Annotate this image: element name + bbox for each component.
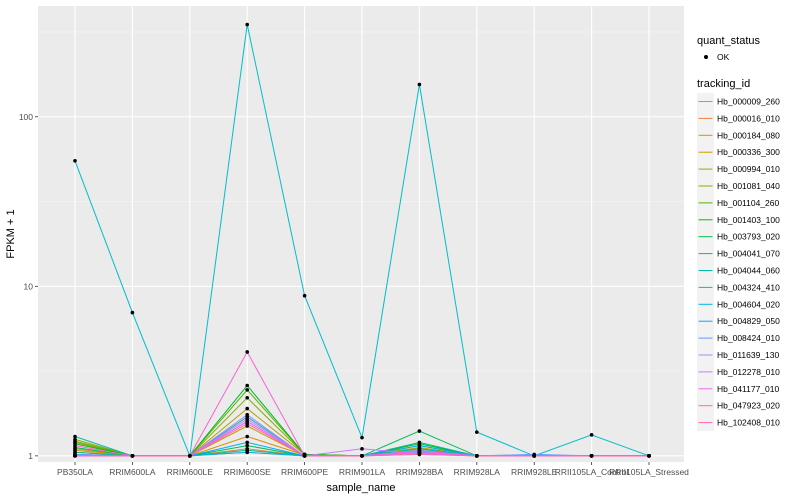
grid-minor (38, 31, 684, 372)
legend-label-Hb_008424_010: Hb_008424_010 (717, 333, 780, 343)
legend-label-Hb_047923_020: Hb_047923_020 (717, 401, 780, 411)
data-point (475, 454, 479, 458)
y-tick-label: 1 (28, 451, 33, 461)
legend-label-Hb_003793_020: Hb_003793_020 (717, 232, 780, 242)
legend-quant-status-title: quant_status (697, 35, 760, 47)
data-point (245, 388, 249, 392)
data-point (245, 421, 249, 426)
grid-major (38, 6, 684, 462)
y-tick-label: 10 (24, 281, 34, 291)
data-point (417, 82, 422, 87)
legend-label-Hb_011639_130: Hb_011639_130 (717, 350, 780, 360)
series-points (73, 22, 651, 458)
x-tick-label: RRIM928BA (396, 467, 444, 477)
data-point (130, 310, 135, 315)
legend-label-Hb_001403_100: Hb_001403_100 (717, 215, 780, 225)
x-tick-label: RRIM600PE (281, 467, 329, 477)
x-tick-label: RRIM600LE (167, 467, 214, 477)
data-point (245, 22, 249, 27)
legend-label-Hb_004044_060: Hb_004044_060 (717, 266, 780, 276)
x-axis: PB350LA RRIM600LA RRIM600LE RRIM600SE RRIM60… (57, 462, 689, 477)
x-tick-label: RRIM928LA (454, 467, 501, 477)
y-axis-title: FPKM + 1 (5, 209, 17, 258)
legend-label-Hb_000184_080: Hb_000184_080 (717, 130, 780, 140)
data-point (417, 452, 422, 457)
legend-point-key (704, 55, 708, 59)
data-point (245, 406, 249, 411)
data-point (245, 396, 249, 400)
x-tick-label: RRII105LA_Stressed (609, 467, 689, 477)
data-point (360, 447, 364, 451)
data-point (130, 454, 135, 458)
data-point (73, 454, 77, 458)
data-point (532, 454, 536, 458)
data-point (589, 433, 594, 437)
data-point (302, 293, 307, 298)
legend-items: Hb_000009_260 Hb_000016_010 Hb_000184_080 H… (697, 93, 780, 432)
legend-label-Hb_004041_070: Hb_004041_070 (717, 249, 780, 259)
legend-label-Hb_000009_260: Hb_000009_260 (717, 97, 780, 107)
data-point (647, 454, 651, 458)
data-point (245, 412, 249, 417)
data-point (417, 429, 422, 433)
legend-label-Hb_004829_050: Hb_004829_050 (717, 316, 780, 326)
legend: quant_status OK tracking_id Hb_000009_26… (697, 35, 780, 432)
data-point (475, 430, 479, 434)
x-tick-label: RRIM600SE (224, 467, 272, 477)
x-axis-title: sample_name (326, 482, 395, 494)
legend-label-Hb_102408_010: Hb_102408_010 (717, 418, 780, 428)
data-point (417, 440, 422, 445)
legend-label-Hb_012278_010: Hb_012278_010 (717, 367, 780, 377)
data-point (73, 434, 77, 439)
data-point (589, 454, 594, 458)
legend-label-Hb_001081_040: Hb_001081_040 (717, 181, 780, 191)
legend-tracking-id-title: tracking_id (697, 78, 750, 90)
x-tick-label: RRIM928LE (511, 467, 558, 477)
legend-label-Hb_000994_010: Hb_000994_010 (717, 164, 780, 174)
x-tick-label: PB350LA (57, 467, 93, 477)
y-axis: 1 10 100 (19, 112, 38, 461)
data-point (73, 158, 77, 163)
plot-panel (38, 6, 684, 462)
data-point (245, 350, 249, 354)
data-point (188, 454, 192, 458)
legend-label-Hb_001104_260: Hb_001104_260 (717, 198, 780, 208)
data-point (245, 440, 249, 445)
legend-label-Hb_041177_010: Hb_041177_010 (717, 384, 780, 394)
legend-label-Hb_004604_020: Hb_004604_020 (717, 299, 780, 309)
legend-label-Hb_000016_010: Hb_000016_010 (717, 113, 780, 123)
x-tick-label: RRIM901LA (339, 467, 386, 477)
data-point (245, 443, 249, 448)
data-point (73, 443, 77, 448)
x-tick-label: RRII105LA_Control (555, 467, 629, 477)
data-point (360, 435, 364, 440)
legend-label-Hb_000336_300: Hb_000336_300 (717, 147, 780, 157)
data-point (302, 454, 307, 458)
data-point (360, 454, 364, 458)
data-point (417, 443, 422, 448)
data-point (417, 449, 422, 453)
x-tick-label: RRIM600LA (109, 467, 156, 477)
legend-point-label: OK (717, 52, 730, 62)
y-tick-label: 100 (19, 112, 33, 122)
legend-label-Hb_004324_410: Hb_004324_410 (717, 282, 780, 292)
data-point (245, 383, 249, 388)
data-point (245, 450, 249, 455)
data-point (245, 434, 249, 439)
